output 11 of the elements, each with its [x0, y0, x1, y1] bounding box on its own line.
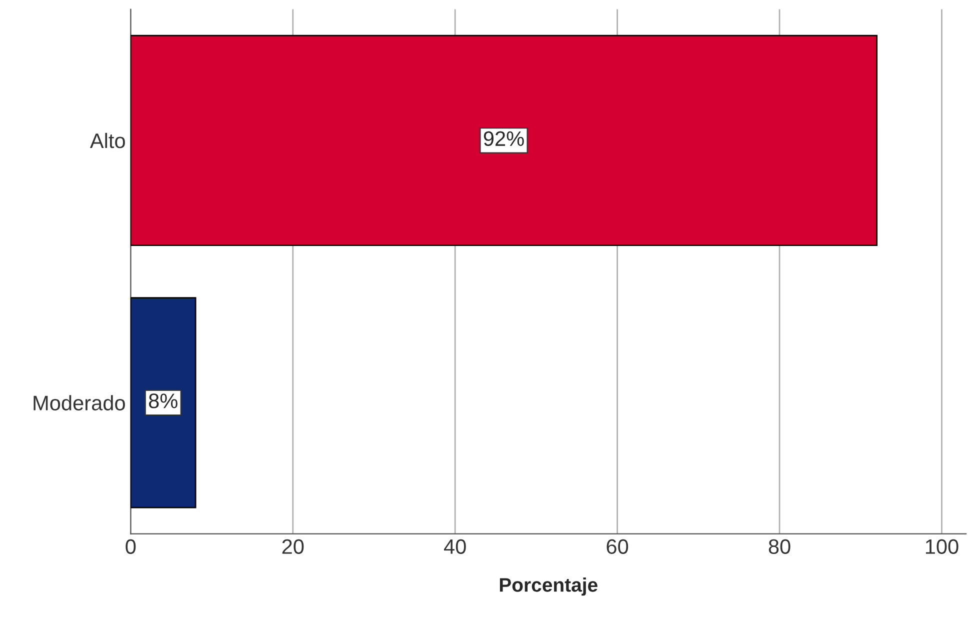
x-tick-label: 100 — [926, 539, 958, 554]
y-tick-label: Alto — [90, 132, 125, 148]
y-tick-label: Moderado — [34, 395, 125, 410]
x-tick-label: 60 — [606, 539, 628, 554]
x-tick-label: 80 — [768, 539, 790, 554]
x-tick-label: 0 — [126, 539, 136, 554]
data-label: 8% — [148, 394, 178, 408]
data-label: 92% — [484, 131, 524, 146]
x-axis-title: Porcentaje — [500, 578, 598, 596]
x-tick-label: 40 — [444, 539, 466, 554]
x-tick-label: 20 — [282, 539, 304, 554]
